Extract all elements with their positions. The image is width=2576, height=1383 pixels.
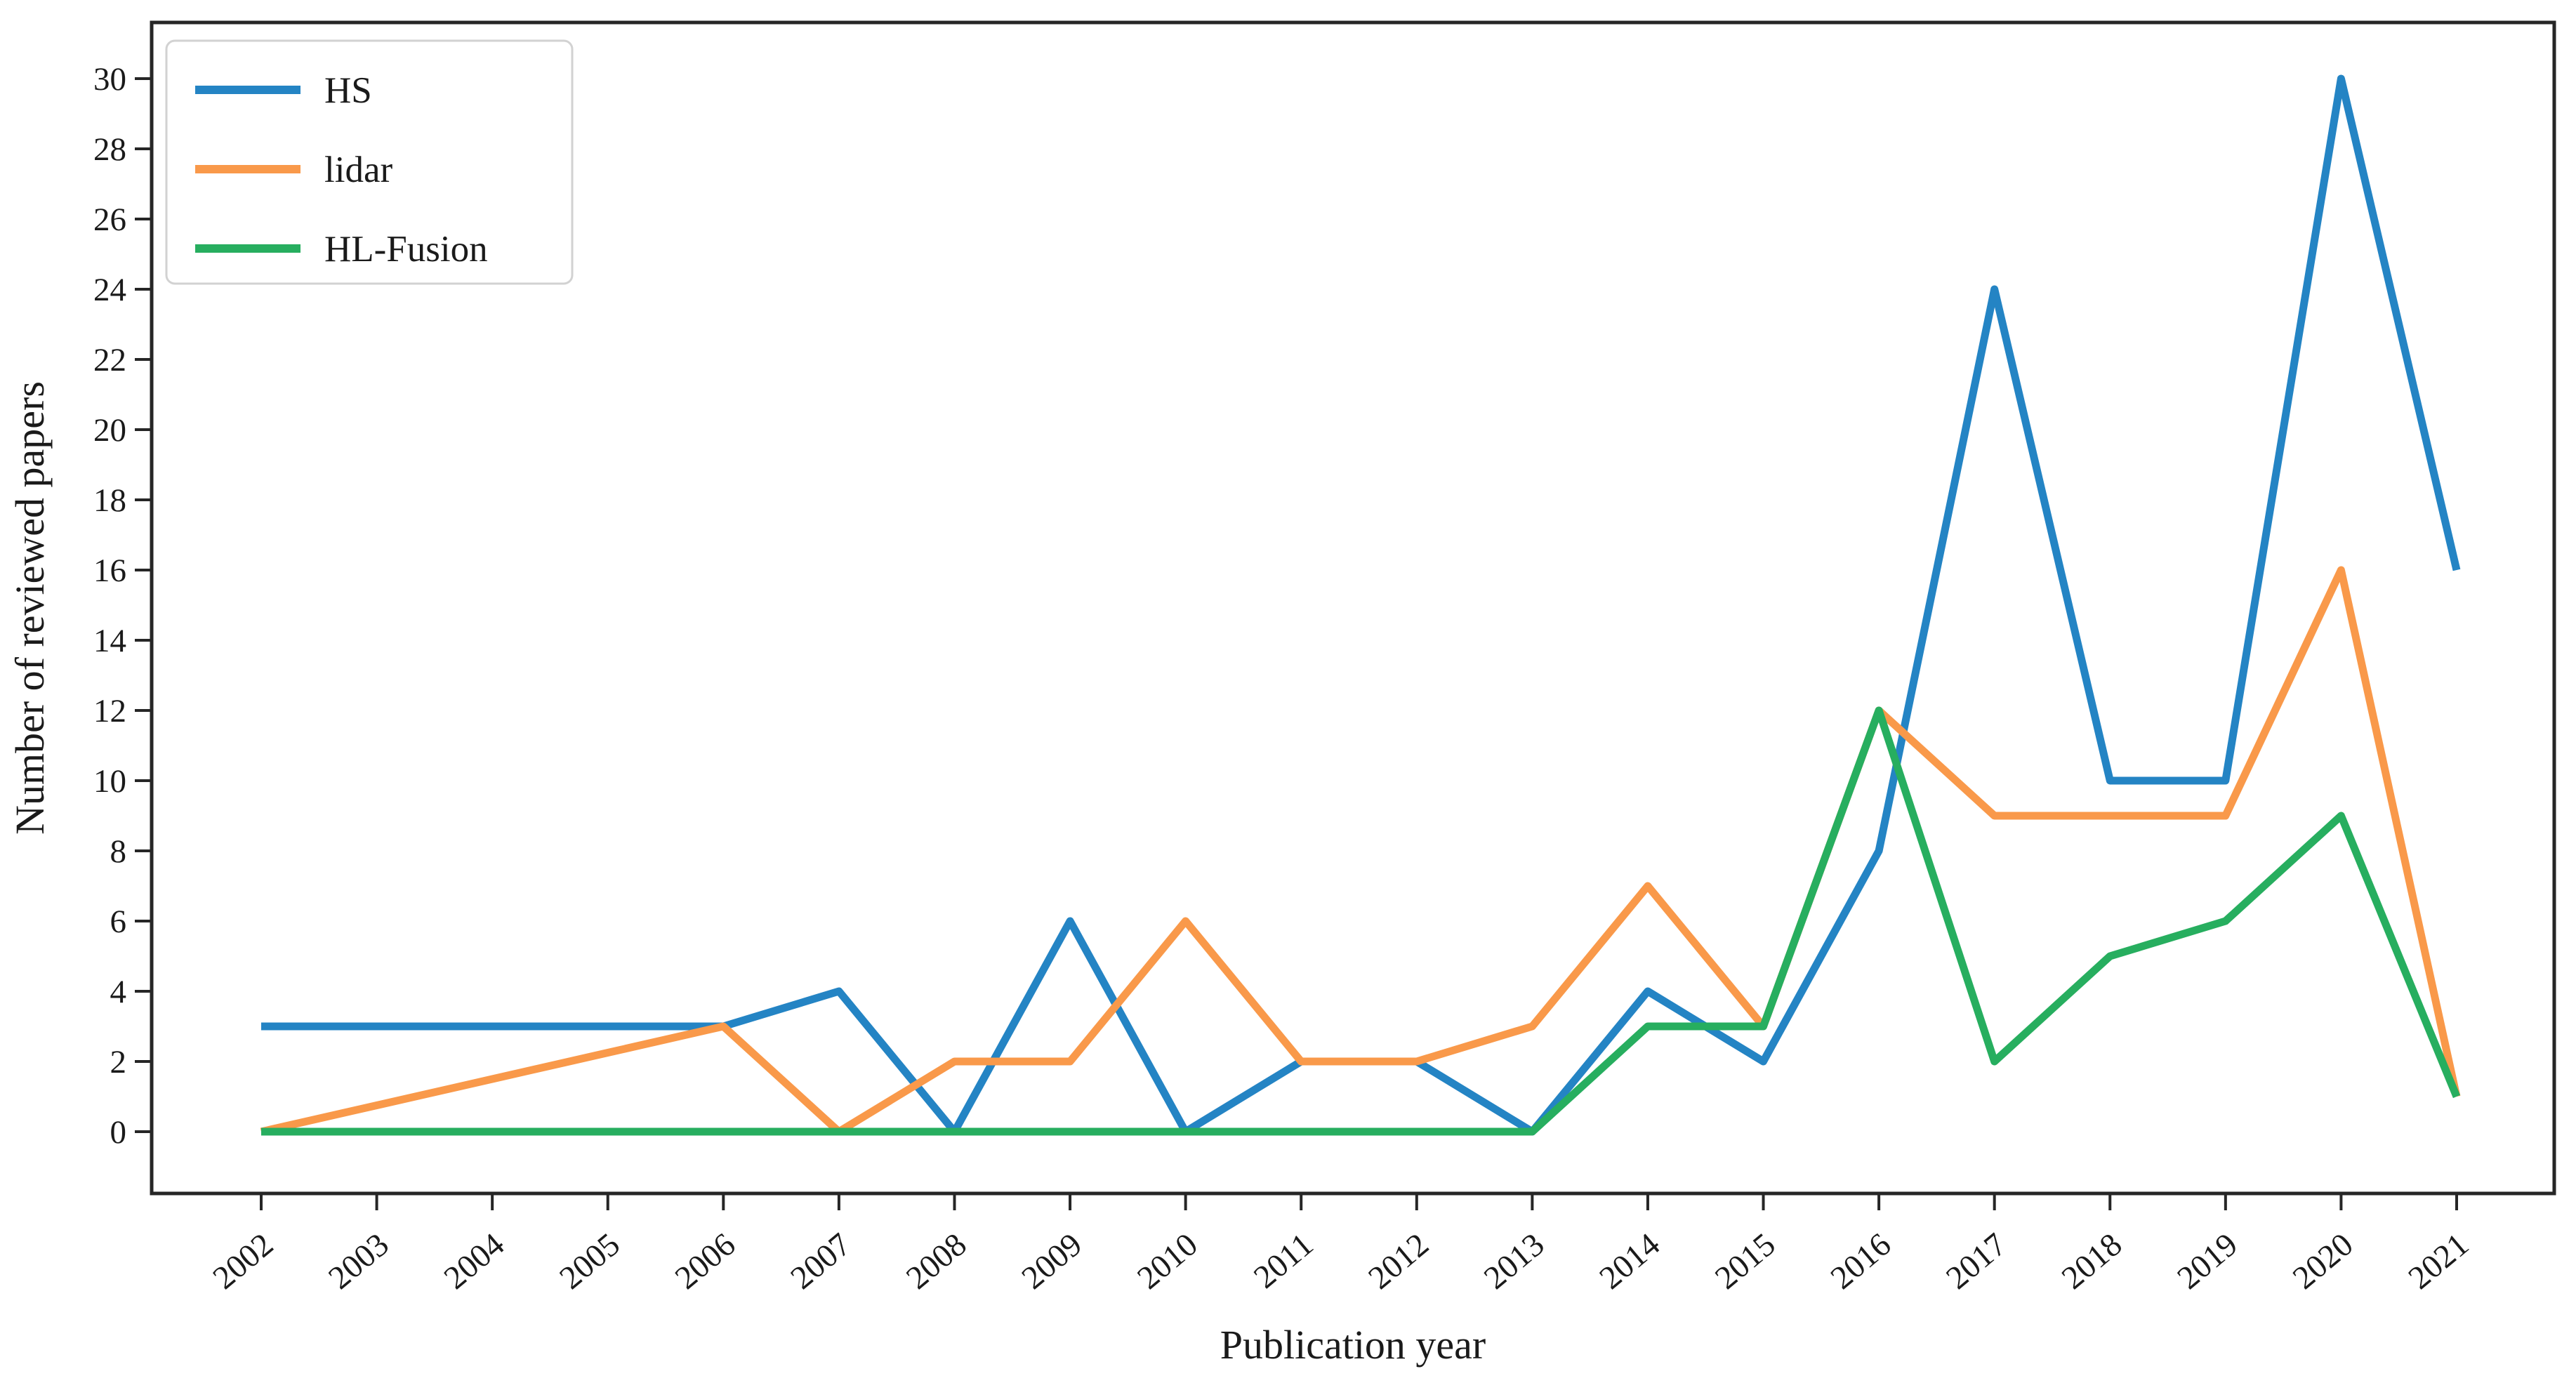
y-tick-label: 4 <box>110 974 127 1010</box>
y-tick-label: 14 <box>93 623 126 659</box>
y-tick-label: 12 <box>93 693 126 729</box>
x-tick-label: 2013 <box>1477 1226 1551 1297</box>
y-tick-label: 8 <box>110 833 127 870</box>
x-tick-label: 2004 <box>437 1226 511 1297</box>
y-tick-label: 10 <box>93 763 126 800</box>
x-tick-label: 2017 <box>1939 1226 2013 1297</box>
legend-label-hs: HS <box>324 70 372 111</box>
plot-border <box>150 20 2556 1196</box>
y-tick-label: 30 <box>93 61 126 98</box>
x-tick-label: 2018 <box>2055 1226 2129 1297</box>
x-tick-label: 2021 <box>2402 1226 2476 1297</box>
x-tick-label: 2014 <box>1593 1226 1667 1297</box>
x-tick-label: 2005 <box>553 1226 626 1297</box>
x-tick-label: 2007 <box>784 1226 858 1297</box>
y-tick-label: 24 <box>93 272 126 308</box>
x-tick-label: 2010 <box>1130 1226 1204 1297</box>
plot-lines <box>260 74 2461 1136</box>
x-axis: 2002 2003 2004 2005 2006 2007 2008 2009 2010 2011… <box>206 1193 2476 1297</box>
series-line-hs <box>261 74 2461 1136</box>
x-tick-label: 2006 <box>668 1226 742 1297</box>
y-tick-label: 26 <box>93 201 126 238</box>
legend-label-hl-fusion: HL-Fusion <box>324 229 488 270</box>
y-tick-label: 0 <box>110 1114 127 1151</box>
y-tick-label: 6 <box>110 904 127 940</box>
legend-item-hl-fusion: HL-Fusion <box>195 229 488 270</box>
legend-item-lidar: lidar <box>195 150 392 190</box>
legend: HS lidar HL-Fusion <box>165 39 574 285</box>
y-tick-label: 2 <box>110 1044 127 1080</box>
legend-box <box>165 39 574 285</box>
x-tick-label: 2015 <box>1708 1226 1782 1297</box>
x-tick-label: 2012 <box>1361 1226 1435 1297</box>
y-axis-title: Number of reviewed papers <box>7 381 53 835</box>
y-tick-label: 22 <box>93 342 126 378</box>
y-tick-label: 18 <box>93 482 126 519</box>
x-tick-label: 2009 <box>1015 1226 1089 1297</box>
x-tick-label: 2016 <box>1824 1226 1898 1297</box>
legend-label-lidar: lidar <box>324 150 392 190</box>
series-line-lidar <box>260 566 2461 1136</box>
y-tick-label: 28 <box>93 131 126 168</box>
legend-item-hs: HS <box>195 70 372 111</box>
x-tick-label: 2008 <box>899 1226 973 1297</box>
x-tick-label: 2003 <box>322 1226 395 1297</box>
x-tick-label: 2020 <box>2286 1226 2360 1297</box>
y-tick-label: 20 <box>93 412 126 449</box>
x-axis-title: Publication year <box>1220 1322 1486 1368</box>
x-tick-label: 2011 <box>1247 1226 1320 1296</box>
x-tick-label: 2019 <box>2170 1226 2244 1297</box>
series-line-hl-fusion <box>261 706 2461 1136</box>
y-tick-label: 16 <box>93 552 126 589</box>
x-tick-label: 2002 <box>206 1226 280 1297</box>
